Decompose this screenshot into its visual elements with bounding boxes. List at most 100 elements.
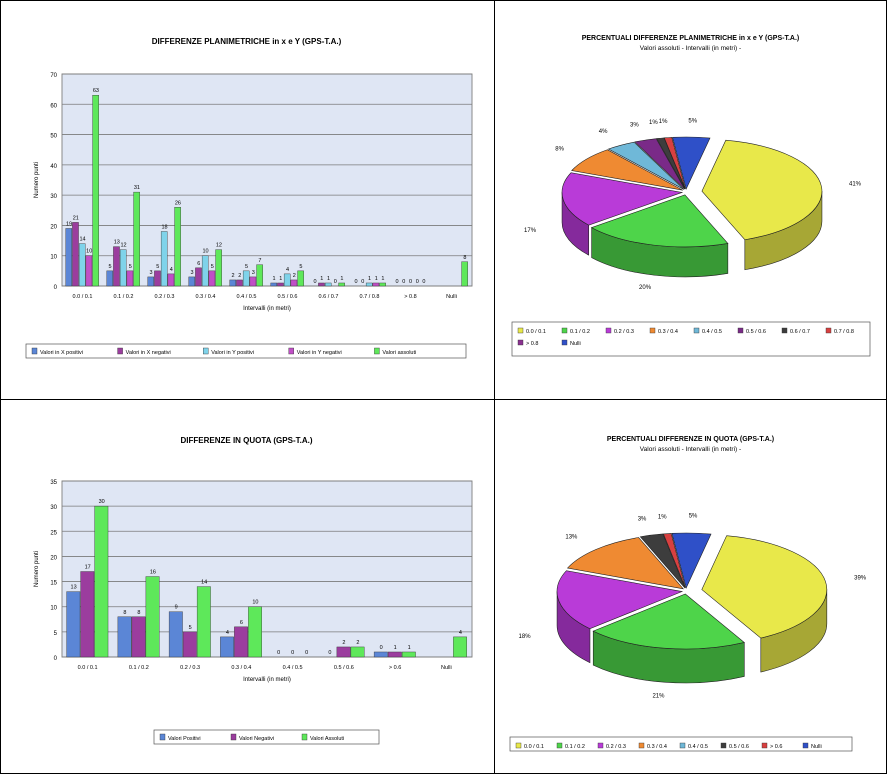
data-label: 1	[279, 276, 282, 282]
pie-label: 13%	[565, 535, 578, 541]
legend-label: 0.7 / 0.8	[834, 329, 854, 335]
y-tick-label: 60	[50, 103, 57, 109]
data-label: 26	[175, 200, 181, 206]
bar	[188, 276, 196, 287]
bar	[215, 249, 222, 287]
legend-swatch	[117, 347, 123, 355]
bar	[72, 222, 79, 287]
data-label: 8	[123, 610, 126, 616]
data-label: 12	[216, 243, 222, 249]
pie-slice	[671, 532, 712, 589]
data-label: 4	[226, 630, 229, 636]
data-label: 0	[416, 279, 419, 285]
chart-planimetric-pie: PERCENTUALI DIFFERENZE PLANIMETRICHE in …	[511, 35, 871, 357]
pie-label: 41%	[849, 182, 862, 188]
x-tick-label: > 0.6	[389, 665, 401, 671]
data-label: 2	[232, 273, 235, 279]
bar	[147, 276, 155, 287]
pie-slice	[662, 533, 686, 589]
pie-label: 39%	[854, 575, 867, 581]
pie-slice	[701, 139, 823, 241]
x-tick-label: 0.0 / 0.1	[73, 294, 93, 300]
data-label: 16	[150, 570, 156, 576]
pie-label: 1%	[658, 514, 667, 520]
bar	[182, 631, 197, 658]
chart-elevation-bars: DIFFERENZE IN QUOTA (GPS-T.A.)0510152025…	[34, 436, 473, 745]
legend-label: 0.1 / 0.2	[570, 329, 590, 335]
x-tick-label: > 0.8	[404, 294, 416, 300]
bar	[145, 576, 160, 658]
legend-swatch	[288, 347, 294, 355]
data-label: 0	[277, 650, 280, 656]
bar	[372, 282, 380, 287]
pie-label: 4%	[599, 129, 608, 135]
bar	[220, 636, 234, 658]
bar	[338, 282, 345, 287]
legend-swatch	[561, 339, 568, 346]
data-label: 10	[86, 249, 92, 255]
legend-label: 0.2 / 0.3	[606, 744, 626, 750]
data-label: 1	[340, 276, 343, 282]
data-label: 1	[375, 276, 378, 282]
divider-horizontal	[0, 399, 887, 400]
chart-subtitle: Valori assoluti - Intervalli (in metri) …	[640, 446, 741, 453]
x-tick-label: 0.5 / 0.6	[334, 665, 354, 671]
pie-label: 1%	[649, 120, 658, 126]
legend-swatch	[605, 327, 612, 334]
data-label: 4	[170, 267, 173, 273]
legend-swatch	[230, 733, 237, 741]
legend-label: Nulli	[811, 744, 822, 750]
bar	[80, 571, 95, 658]
legend-swatch	[31, 347, 38, 355]
panel-elevation-bars: DIFFERENZE IN QUOTA (GPS-T.A.) 0 5 10 15 20 25…	[4, 403, 489, 770]
chart-title: DIFFERENZE PLANIMETRICHE in x e Y (GPS-T…	[152, 37, 342, 46]
x-tick-label: 0.4 / 0.5	[283, 665, 303, 671]
data-label: 2	[356, 640, 359, 646]
pie-slice	[672, 136, 711, 190]
legend-swatch	[825, 327, 832, 334]
x-axis-label: Intervalli (in metri)	[243, 306, 291, 312]
data-label: 5	[211, 264, 214, 270]
data-label: 9	[175, 605, 178, 611]
bar	[373, 651, 388, 658]
pie-label: 5%	[688, 119, 697, 125]
x-tick-label: Nulli	[446, 294, 457, 300]
data-label: 3	[150, 270, 153, 276]
data-label: 21	[73, 215, 79, 221]
y-tick-label: 0	[54, 285, 58, 291]
legend-swatch	[597, 742, 604, 749]
data-label: 5	[156, 264, 159, 270]
legend-label: 0.6 / 0.7	[790, 329, 810, 335]
data-label: 6	[197, 261, 200, 267]
legend-label: 0.3 / 0.4	[658, 329, 678, 335]
legend-swatch	[802, 742, 809, 749]
bar	[401, 651, 416, 658]
bar	[249, 276, 257, 287]
data-label: 1	[368, 276, 371, 282]
bar	[106, 270, 114, 287]
pie-slice	[566, 537, 684, 590]
data-label: 5	[245, 264, 248, 270]
y-tick-label: 20	[50, 224, 57, 230]
data-label: 19	[66, 221, 72, 227]
data-label: 1	[394, 645, 397, 651]
data-label: 0	[328, 650, 331, 656]
x-axis-label: Intervalli (in metri)	[243, 677, 291, 683]
legend-label: Nulli	[570, 341, 581, 347]
bar	[167, 273, 175, 287]
bar	[234, 626, 248, 658]
legend-swatch	[761, 742, 768, 749]
bar	[379, 282, 386, 287]
legend-label: Valori assoluti	[382, 350, 416, 356]
pie-label: 1%	[659, 119, 668, 125]
y-tick-label: 10	[50, 606, 57, 612]
bar	[131, 616, 146, 658]
legend-label: 0.4 / 0.5	[688, 744, 708, 750]
legend-swatch	[374, 347, 380, 355]
y-tick-label: 40	[50, 164, 57, 170]
data-label: 0	[314, 279, 317, 285]
legend-swatch	[638, 742, 645, 749]
x-tick-label: 0.7 / 0.8	[360, 294, 380, 300]
y-tick-label: 30	[50, 505, 57, 511]
data-label: 5	[299, 264, 302, 270]
